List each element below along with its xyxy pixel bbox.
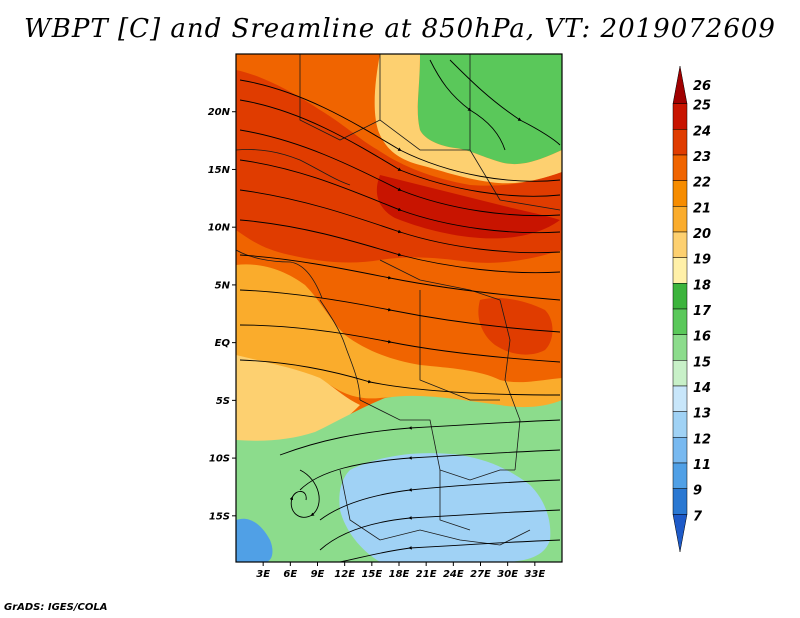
colorbar-label: 23	[693, 150, 711, 165]
colorbar-segment	[672, 65, 688, 104]
dark-red-core	[376, 175, 560, 239]
colorbar-label: 18	[693, 278, 711, 293]
footer-credit: GrADS: IGES/COLA	[4, 602, 108, 613]
colorbar-label: 22	[693, 176, 711, 191]
colorbar-segment	[672, 488, 688, 515]
map-panel	[236, 54, 562, 562]
plot-title: WBPT [C] and Sreamline at 850hPa, VT: 20…	[24, 14, 776, 44]
colorbar-segment	[672, 360, 688, 387]
colorbar-label: 16	[693, 330, 711, 345]
colorbar-segment	[672, 103, 688, 130]
lon-tick-label: 33E	[524, 569, 545, 580]
colorbar-segment	[672, 257, 688, 284]
south-blue-region	[339, 453, 551, 562]
lon-tick-label: 12E	[334, 569, 355, 580]
colorbar-label: 7	[693, 509, 703, 524]
colorbar-segment	[672, 462, 688, 489]
colorbar-label: 24	[693, 124, 711, 139]
lon-tick-label: 15E	[361, 569, 382, 580]
lon-tick-label: 6E	[283, 569, 297, 580]
colorbar-segment	[672, 385, 688, 412]
lat-tick-label: 10N	[208, 223, 231, 234]
lon-tick-label: 21E	[416, 569, 437, 580]
colorbar-label: 25	[693, 99, 711, 114]
colorbar-segment	[672, 514, 688, 553]
colorbar-label: 13	[693, 407, 711, 422]
lat-tick-label: 10S	[209, 454, 230, 465]
lon-tick-label: 27E	[470, 569, 491, 580]
west-orange-region	[236, 264, 562, 413]
colorbar-segment	[672, 129, 688, 156]
colorbar-segment	[672, 283, 688, 310]
longitude-axis: 3E 6E 9E 12E 15E 18E 21E 24E 27E 30E 33E	[256, 562, 545, 580]
lat-tick-label: EQ	[215, 338, 231, 349]
lat-tick-label: 5S	[216, 396, 230, 407]
colorbar-segment	[672, 334, 688, 361]
colorbar-label: 19	[693, 253, 711, 268]
lon-tick-label: 24E	[443, 569, 464, 580]
lon-tick-label: 18E	[389, 569, 410, 580]
colorbar-label: 17	[693, 304, 712, 319]
lat-tick-label: 5N	[215, 280, 231, 291]
lon-tick-label: 9E	[311, 569, 325, 580]
colorbar-segment	[672, 180, 688, 207]
colorbar-segment	[672, 231, 688, 258]
lon-tick-label: 30E	[497, 569, 518, 580]
colorbar-label: 9	[693, 484, 702, 499]
colorbar-segment	[672, 411, 688, 438]
latitude-axis: 20N 15N 10N 5N EQ 5S 10S 15S	[208, 107, 236, 522]
colorbar-label: 12	[693, 432, 711, 447]
colorbar-label: 15	[693, 355, 711, 370]
colorbar-label: 14	[693, 381, 711, 396]
colorbar-label: 21	[693, 201, 711, 216]
streamlines	[239, 59, 561, 562]
colorbar-segment	[672, 308, 688, 335]
north-green-region	[417, 54, 562, 165]
lat-tick-label: 15S	[209, 511, 230, 522]
colorbar-segment	[672, 437, 688, 464]
colorbar-segment	[672, 206, 688, 233]
southwest-blue-patch	[236, 518, 273, 562]
lat-tick-label: 15N	[208, 165, 231, 176]
northeast-cream-band	[374, 54, 562, 184]
lat-tick-label: 20N	[208, 107, 231, 118]
colorbar-segment	[672, 154, 688, 181]
colorbar-label: 26	[693, 79, 711, 94]
east-red-patch	[478, 298, 553, 355]
colorbar-label: 11	[693, 458, 711, 473]
colorbar-label: 20	[693, 227, 711, 242]
colorbar: 26 25 24 23 22 21 20 19 18 17 16 15 14 13 12 11 9 7	[672, 65, 712, 553]
lon-tick-label: 3E	[256, 569, 270, 580]
